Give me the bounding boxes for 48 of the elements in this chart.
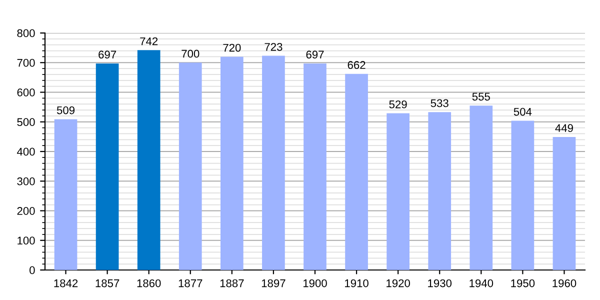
bar [511, 120, 534, 270]
y-tick-label: 400 [16, 148, 35, 156]
data-label: 723 [264, 42, 282, 51]
data-label: 697 [306, 50, 324, 59]
data-label: 509 [56, 106, 75, 114]
y-tick-label: 800 [17, 29, 35, 38]
x-tick-label: 1887 [220, 279, 244, 288]
bar [96, 64, 119, 270]
bar [220, 56, 244, 270]
y-tick-label: 700 [17, 58, 35, 67]
x-tick-label: 1930 [428, 279, 452, 288]
x-tick-label: 1860 [137, 279, 161, 288]
bar [428, 112, 452, 270]
bar [137, 50, 160, 270]
data-label: 529 [389, 100, 407, 108]
x-tick-label: 1950 [511, 279, 535, 288]
y-tick-label: 200 [17, 207, 35, 215]
bar [386, 113, 410, 270]
x-tick-label: 1920 [386, 279, 410, 288]
bar [552, 136, 576, 270]
bar [262, 56, 285, 270]
bar [178, 62, 202, 270]
data-label: 720 [223, 44, 241, 52]
bar [54, 119, 78, 270]
x-tick-label: 1842 [54, 279, 78, 288]
y-tick-label: 300 [17, 177, 35, 186]
y-tick-label: 100 [18, 236, 35, 245]
data-label: 449 [555, 124, 573, 132]
data-label: 504 [514, 108, 532, 116]
bar [345, 74, 368, 270]
y-tick-label: 0 [30, 266, 35, 274]
y-tick-label: 500 [17, 118, 35, 126]
data-label: 742 [140, 37, 158, 46]
data-label: 662 [348, 61, 366, 69]
data-label: 555 [472, 92, 490, 101]
bar [470, 106, 493, 270]
x-tick-label: 1897 [262, 279, 286, 288]
x-tick-label: 1910 [345, 279, 368, 288]
bar [304, 64, 326, 270]
x-tick-label: 1900 [303, 279, 327, 288]
data-label: 700 [182, 50, 200, 58]
x-tick-label: 1877 [178, 279, 202, 288]
y-tick-label: 600 [17, 88, 35, 96]
x-tick-label: 1960 [552, 279, 576, 288]
x-tick-label: 1940 [470, 279, 494, 288]
x-tick-label: 1857 [96, 279, 120, 288]
data-label: 697 [98, 50, 116, 59]
data-label: 533 [430, 99, 448, 108]
